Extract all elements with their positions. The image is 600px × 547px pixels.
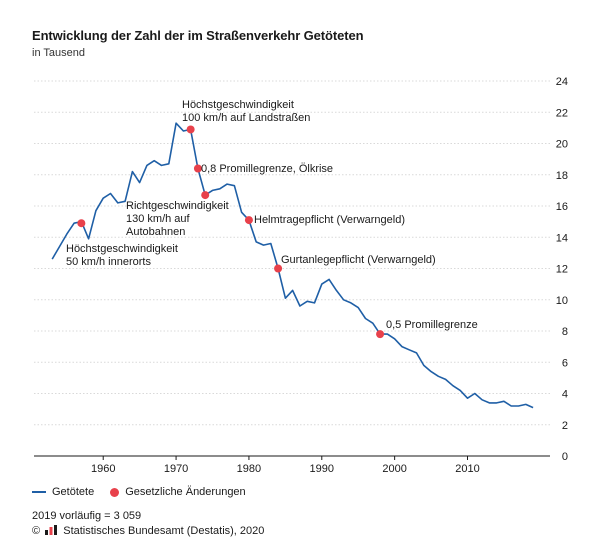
- change-label-line: Höchstgeschwindigkeit: [66, 243, 178, 255]
- y-tick-label: 14: [556, 232, 568, 244]
- change-label: Gurtanlegepflicht (Verwarngeld): [281, 254, 436, 266]
- source-line: © Statistisches Bundesamt (Destatis), 20…: [32, 525, 264, 537]
- x-tick-label: 1960: [91, 463, 115, 475]
- change-label-line: 100 km/h auf Landstraßen: [182, 112, 310, 124]
- y-tick-label: 4: [562, 389, 568, 401]
- change-marker: [376, 330, 385, 339]
- change-marker: [77, 219, 86, 228]
- change-label: 0,8 Promillegrenze, Ölkrise: [201, 163, 333, 175]
- change-label-line: 130 km/h auf: [126, 213, 191, 225]
- change-marker: [193, 164, 202, 173]
- y-tick-label: 0: [562, 451, 568, 463]
- change-label-line: Höchstgeschwindigkeit: [182, 99, 294, 111]
- change-label: Höchstgeschwindigkeit 50 km/h innerorts: [66, 243, 178, 268]
- destatis-logo-icon: [45, 525, 58, 535]
- change-label: Richtgeschwindigkeit 130 km/h auf Autobahn…: [126, 200, 229, 238]
- source-text: Statistisches Bundesamt (Destatis), 2020: [63, 525, 265, 537]
- change-label-line: Autobahnen: [126, 226, 185, 238]
- y-tick-label: 16: [556, 201, 568, 213]
- legend-series-label: Getötete: [52, 486, 95, 498]
- x-tick-label: 2000: [382, 463, 406, 475]
- y-tick-label: 10: [556, 295, 568, 307]
- change-marker: [274, 264, 283, 273]
- change-label-line: 0,8 Promillegrenze, Ölkrise: [201, 163, 333, 175]
- change-label-line: Richtgeschwindigkeit: [126, 200, 229, 212]
- series-line-getoetete: [51, 122, 534, 409]
- change-label-line: Helmtragepflicht (Verwarngeld): [254, 214, 405, 226]
- y-tick-label: 12: [556, 264, 568, 276]
- legend-marker-label: Gesetzliche Änderungen: [125, 486, 246, 498]
- change-marker: [201, 191, 210, 200]
- y-tick-label: 18: [556, 170, 568, 182]
- x-tick-label: 1990: [310, 463, 334, 475]
- change-label: Helmtragepflicht (Verwarngeld): [254, 214, 405, 226]
- x-tick-label: 1980: [237, 463, 261, 475]
- legend-marker-swatch: [110, 487, 120, 497]
- change-label: 0,5 Promillegrenze: [386, 319, 478, 331]
- change-marker: [186, 125, 195, 134]
- chart-subtitle: in Tausend: [32, 47, 86, 59]
- change-label: Höchstgeschwindigkeit 100 km/h auf Landst…: [182, 99, 310, 124]
- y-tick-label: 24: [556, 76, 568, 88]
- legend-line-swatch: [32, 491, 46, 493]
- legend: Getötete Gesetzliche Änderungen: [32, 486, 246, 498]
- footnote: 2019 vorläufig = 3 059: [32, 510, 142, 522]
- y-tick-label: 22: [556, 107, 568, 119]
- copyright-symbol: ©: [32, 525, 41, 537]
- x-tick-label: 1970: [164, 463, 188, 475]
- change-label-line: 50 km/h innerorts: [66, 256, 151, 268]
- change-label-line: Gurtanlegepflicht (Verwarngeld): [281, 254, 436, 266]
- change-label-line: 0,5 Promillegrenze: [386, 319, 478, 331]
- y-tick-label: 6: [562, 357, 568, 369]
- y-tick-label: 2: [562, 420, 568, 432]
- y-tick-label: 8: [562, 326, 568, 338]
- x-tick-label: 2010: [455, 463, 479, 475]
- change-marker: [244, 216, 253, 225]
- chart-title: Entwicklung der Zahl der im Straßenverke…: [32, 28, 364, 43]
- y-tick-label: 20: [556, 139, 568, 151]
